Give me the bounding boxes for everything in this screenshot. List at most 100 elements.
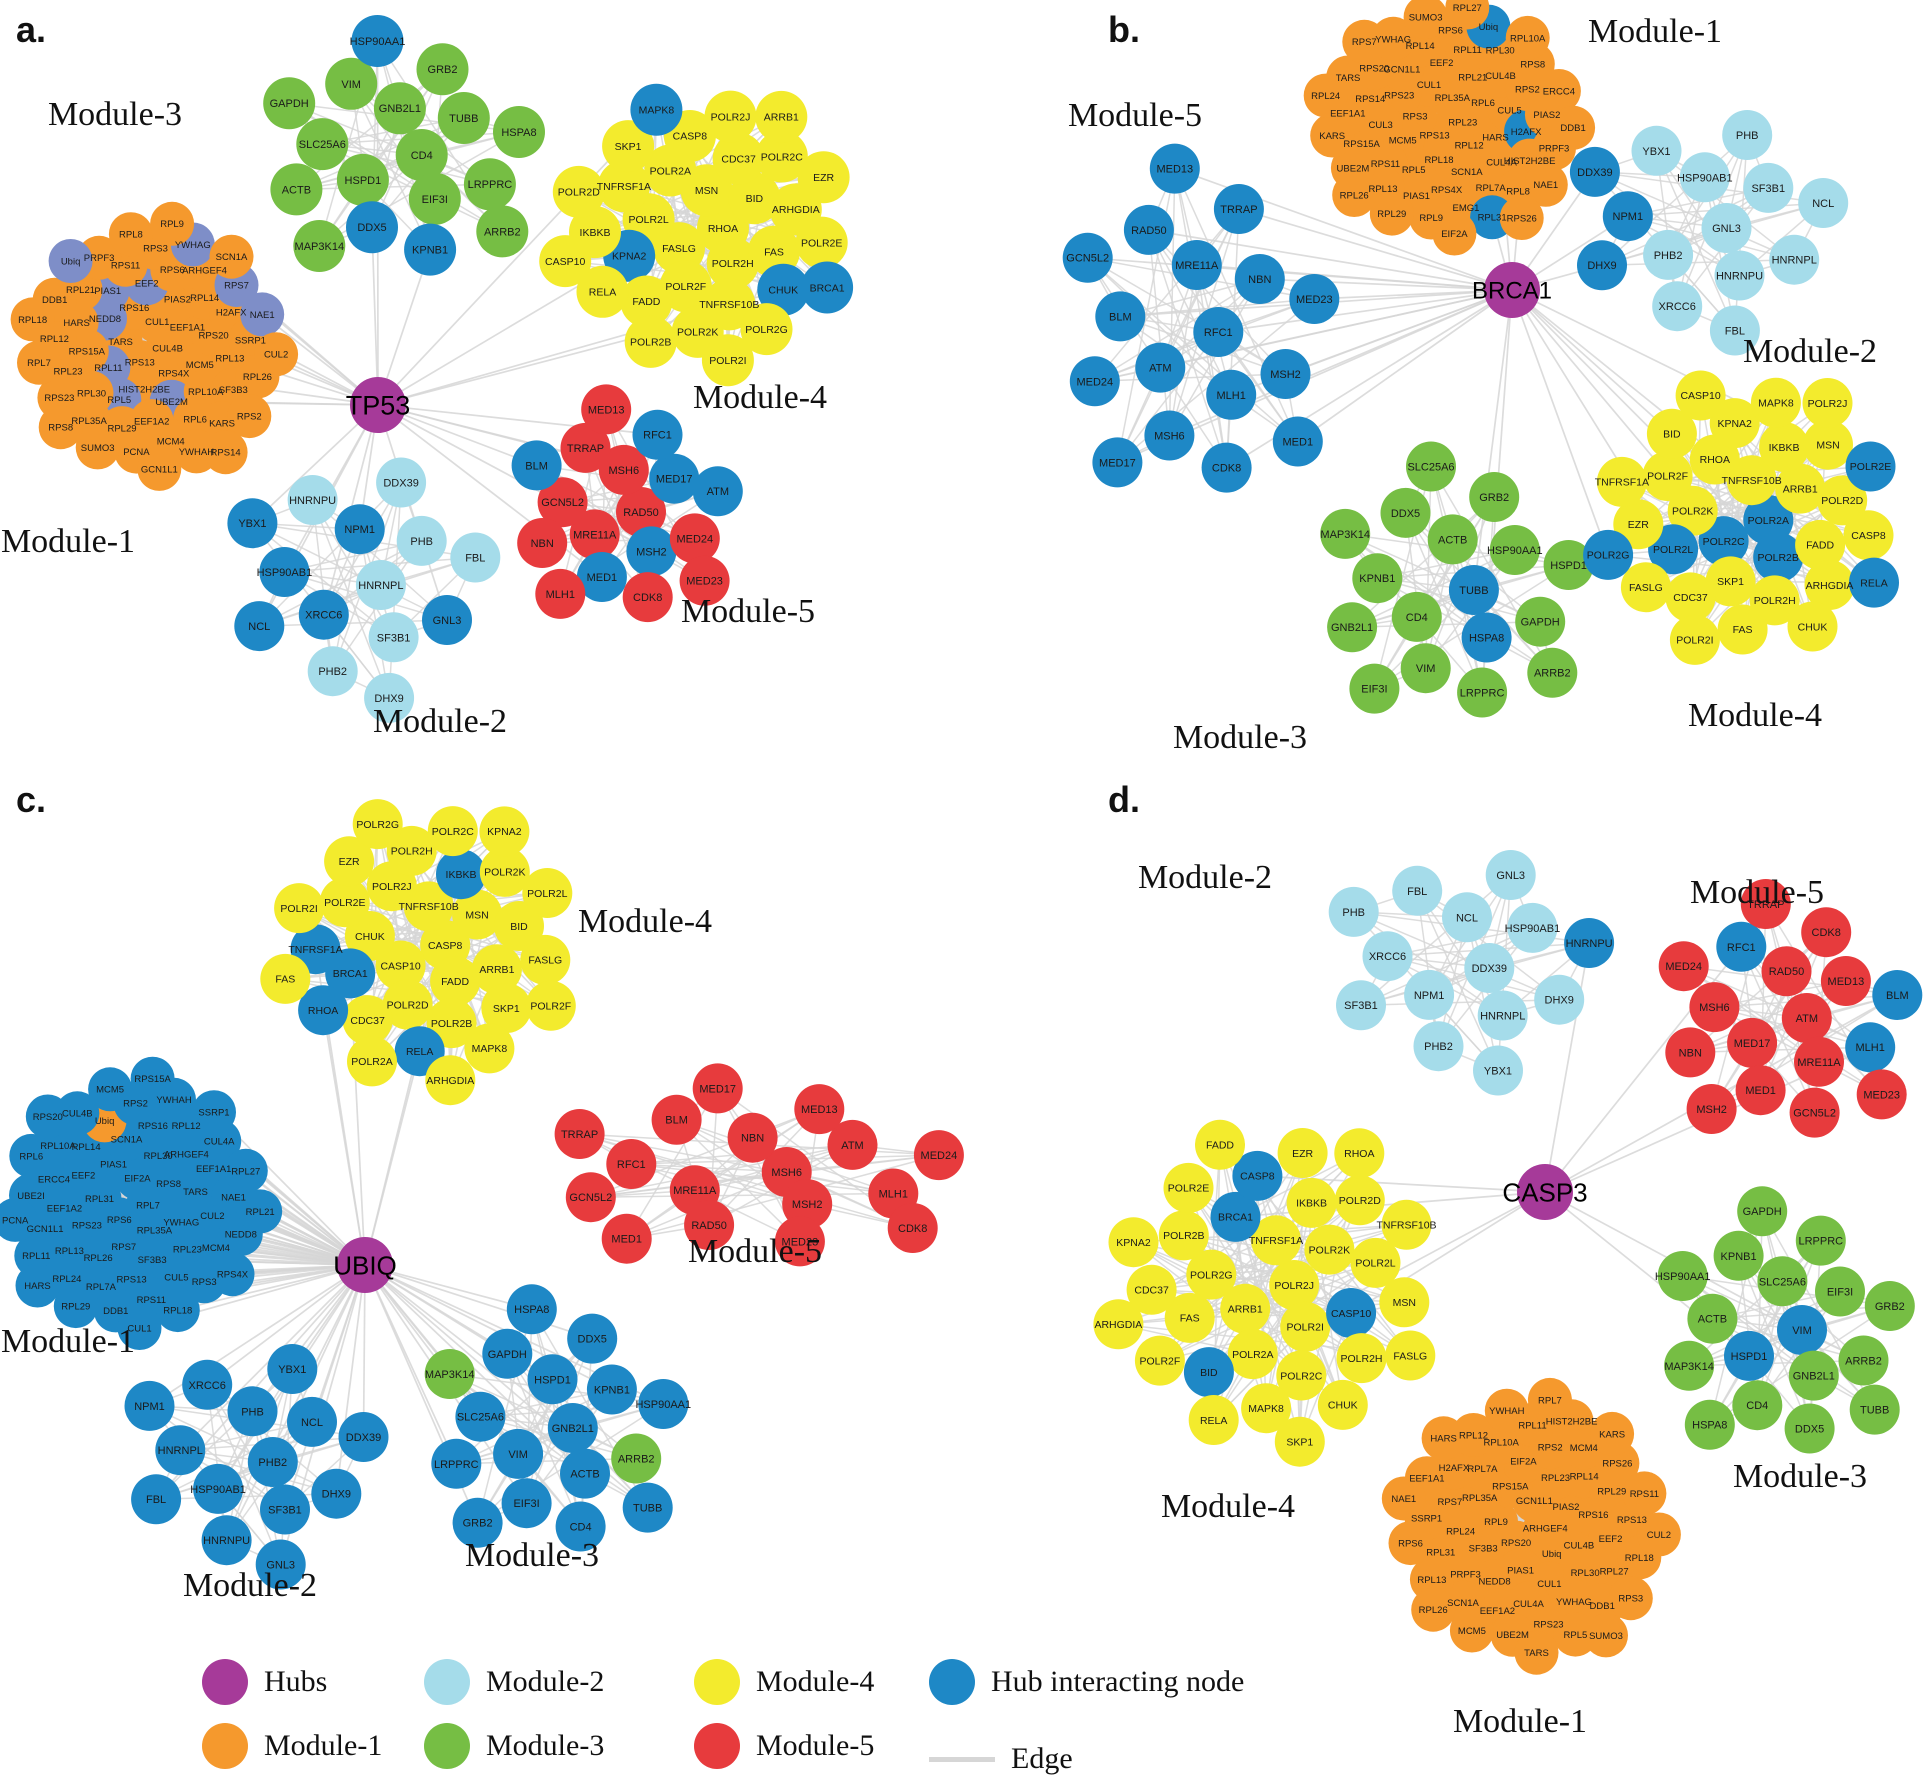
edge — [251, 1264, 366, 1412]
hubs-swatch — [202, 1659, 248, 1705]
node-label: MCM4 — [1570, 1443, 1598, 1454]
node-label: MLH1 — [546, 589, 575, 601]
node-DDX5 — [567, 1313, 618, 1364]
node-label: MED13 — [801, 1104, 838, 1116]
edge — [362, 1264, 366, 1438]
node-label: RPS23 — [72, 1220, 102, 1231]
node-VIM — [1400, 643, 1451, 694]
node-label: HARS — [1430, 1434, 1456, 1445]
node-label: IKBKB — [446, 869, 477, 881]
node-label: EIF2A — [124, 1173, 151, 1184]
node-MED23 — [774, 1216, 825, 1267]
node-MED24 — [669, 513, 720, 564]
node-label: CHUK — [768, 285, 798, 297]
node-TNFRSF10B — [1726, 455, 1777, 506]
node-KPNA2 — [1108, 1217, 1159, 1268]
node-label: YWHAH — [1489, 1406, 1525, 1417]
node-label: FASLG — [1629, 582, 1663, 594]
node-label: RPL35A — [71, 416, 107, 427]
node-DHX9 — [1534, 974, 1585, 1025]
node-label: RPS15A — [69, 346, 106, 357]
node-label: RPL12 — [40, 334, 69, 345]
node-RPS15A — [130, 1056, 175, 1101]
node-label: POLR2H — [712, 258, 754, 270]
edge — [1466, 917, 1499, 1071]
node-label: MAP3K14 — [1664, 1361, 1714, 1373]
node-POLR2K — [479, 846, 530, 897]
node-KARS — [1310, 113, 1355, 158]
node-DDX5 — [1784, 1403, 1835, 1454]
node-label: SKP1 — [1286, 1437, 1313, 1449]
node-label: CUL4B — [62, 1109, 93, 1120]
node-label: TNFRSF1A — [288, 944, 342, 956]
edge — [364, 1264, 533, 1311]
node-label: RPS20 — [199, 330, 229, 341]
node-label: RPL13 — [1368, 184, 1397, 195]
node-label: RFC1 — [617, 1159, 646, 1171]
node-label: DDB1 — [42, 295, 67, 306]
node-DHX9 — [1577, 240, 1627, 291]
node-label: BID — [1200, 1367, 1218, 1379]
node-label: RPS15A — [1343, 139, 1380, 150]
node-label: RPL24 — [1311, 91, 1340, 102]
node-RPS6 — [1388, 1521, 1433, 1566]
node-label: UBE2M — [1337, 163, 1370, 174]
node-label: POLR2G — [356, 819, 399, 831]
node-HSPD1 — [527, 1354, 578, 1405]
edge — [1087, 257, 1286, 375]
node-label: CUL1 — [1417, 80, 1441, 91]
node-MED24 — [1069, 356, 1120, 407]
node-label: RPS7 — [1437, 1497, 1462, 1508]
node-MED24 — [913, 1130, 964, 1181]
node-HSP90AA1 — [1489, 525, 1540, 575]
node-label: PIAS1 — [1403, 191, 1430, 202]
node-label: MED24 — [921, 1150, 958, 1162]
node-label: POLR2J — [1274, 1280, 1314, 1292]
module-label-module-2: Module-2 — [1743, 333, 1877, 370]
node-label: MED13 — [588, 404, 625, 416]
node-RPL26 — [1332, 173, 1377, 217]
node-label: NBN — [531, 538, 554, 550]
node-FASLG — [1385, 1330, 1436, 1381]
edge — [1087, 257, 1232, 396]
node-label: PHB2 — [258, 1457, 287, 1469]
node-label: RPL31 — [1478, 213, 1507, 224]
node-label: MCM5 — [1458, 1626, 1486, 1637]
node-GNB2L1 — [1327, 602, 1378, 653]
node-label: PHB — [241, 1406, 264, 1418]
node-ACTB — [560, 1448, 610, 1499]
node-label: SSRP1 — [235, 335, 266, 346]
node-POLR2C — [427, 806, 478, 857]
node-label: EEF1A2 — [1480, 1606, 1515, 1617]
edge — [1544, 942, 1590, 1193]
node-label: MSH6 — [609, 465, 640, 477]
node-label: POLR2I — [1287, 1322, 1324, 1334]
node-label: CUL1 — [145, 317, 169, 328]
node-SLC25A6 — [1406, 441, 1456, 492]
node-label: CUL4B — [1564, 1541, 1595, 1552]
node-FAS — [260, 953, 311, 1004]
node-label: KARS — [209, 419, 235, 430]
node-label: RPL29 — [1597, 1487, 1626, 1498]
node-RPL29 — [1369, 191, 1414, 236]
node-ARRB2 — [476, 205, 529, 258]
node-label: VIM — [341, 79, 361, 91]
node-label: MCM4 — [202, 1243, 230, 1254]
node-RPS4X — [210, 1252, 255, 1297]
node-label: MED17 — [1099, 457, 1136, 469]
node-label: HSPD1 — [534, 1374, 571, 1386]
node-label: GNL3 — [1712, 223, 1741, 235]
node-label: ACTB — [570, 1469, 599, 1481]
edge — [225, 1264, 366, 1541]
node-KPNB1 — [1713, 1230, 1764, 1281]
node-label: POLR2C — [1703, 536, 1745, 548]
node-label: Ubiq — [95, 1116, 115, 1127]
node-label: GCN5L2 — [1793, 1108, 1836, 1120]
node-RPS3 — [1608, 1576, 1653, 1621]
edge — [1682, 1275, 1815, 1377]
node-SUMO3 — [1403, 0, 1448, 40]
node-label: MRE11A — [573, 529, 617, 541]
node-MAPK8 — [1750, 377, 1801, 428]
node-label: RPS20 — [1501, 1538, 1531, 1549]
